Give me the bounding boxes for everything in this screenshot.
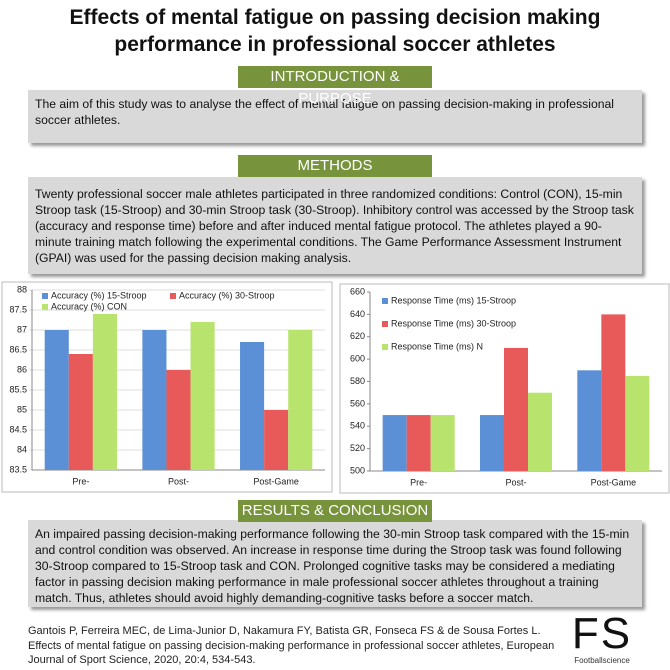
bar xyxy=(479,415,504,471)
x-tick-label: Post- xyxy=(505,477,526,487)
logo-mark: FS xyxy=(571,609,633,658)
legend-swatch xyxy=(382,321,388,327)
y-tick-label: 500 xyxy=(350,465,365,475)
bar xyxy=(240,342,265,470)
bar xyxy=(264,410,289,470)
poster-title: Effects of mental fatigue on passing dec… xyxy=(69,6,601,56)
bar xyxy=(190,322,215,470)
bar xyxy=(288,330,313,470)
legend-swatch xyxy=(382,344,388,350)
y-tick-label: 84.5 xyxy=(9,424,27,434)
legend-swatch xyxy=(170,293,176,299)
y-tick-label: 87 xyxy=(17,324,27,334)
bar xyxy=(601,314,626,471)
legend-label: Response Time (ms) 30-Stroop xyxy=(391,318,516,328)
bar xyxy=(528,392,553,471)
bar xyxy=(625,375,650,471)
logo-text: Footballscience xyxy=(574,656,630,665)
plot-frame xyxy=(339,283,670,494)
y-tick-label: 85 xyxy=(17,404,27,414)
plot-frame xyxy=(1,281,333,493)
bar xyxy=(166,370,191,470)
y-tick-label: 84 xyxy=(17,444,27,454)
bar xyxy=(68,354,93,470)
legend-label: Response Time (ms) 15-Stroop xyxy=(391,295,516,305)
y-tick-label: 660 xyxy=(350,286,365,296)
y-tick-label: 580 xyxy=(350,376,365,386)
bar xyxy=(382,415,407,471)
y-tick-label: 620 xyxy=(350,331,365,341)
x-tick-label: Post-Game xyxy=(591,477,637,487)
y-tick-label: 86 xyxy=(17,364,27,374)
section-heading: METHODS xyxy=(238,155,432,177)
legend-swatch xyxy=(382,298,388,304)
y-tick-label: 87.5 xyxy=(9,304,27,314)
x-tick-label: Pre- xyxy=(410,477,427,487)
y-tick-label: 86.5 xyxy=(9,344,27,354)
legend-label: Accuracy (%) CON xyxy=(51,301,127,311)
legend-label: Response Time (ms) N xyxy=(391,341,483,351)
bar xyxy=(430,415,455,471)
legend-label: Accuracy (%) 15-Stroop xyxy=(51,290,147,300)
bar xyxy=(406,415,431,471)
legend-swatch xyxy=(42,293,48,299)
section-heading: INTRODUCTION & PURPOSE xyxy=(238,66,432,107)
citation: Gantois P, Ferreira MEC, de Lima-Junior … xyxy=(28,625,555,666)
y-tick-label: 83.5 xyxy=(9,464,27,474)
section-body: An impaired passing decision-making perf… xyxy=(28,520,642,607)
y-tick-label: 560 xyxy=(350,398,365,408)
legend-label: Accuracy (%) 30-Stroop xyxy=(179,290,275,300)
section-heading: RESULTS & CONCLUSION xyxy=(238,500,432,522)
section-body: Twenty professional soccer male athletes… xyxy=(28,177,642,274)
y-tick-label: 600 xyxy=(350,354,365,364)
section-body: The aim of this study was to analyse the… xyxy=(28,90,642,143)
y-tick-label: 85.5 xyxy=(9,384,27,394)
y-tick-label: 540 xyxy=(350,421,365,431)
y-tick-label: 520 xyxy=(350,443,365,453)
x-tick-label: Pre- xyxy=(72,476,89,486)
bar xyxy=(142,330,167,470)
logo: FS Footballscience xyxy=(562,609,642,666)
bar xyxy=(44,330,69,470)
x-tick-label: Post- xyxy=(168,476,189,486)
bar xyxy=(577,370,602,471)
y-tick-label: 88 xyxy=(17,284,27,294)
bar xyxy=(92,314,117,470)
legend-swatch xyxy=(42,304,48,310)
x-tick-label: Post-Game xyxy=(253,476,299,486)
bar xyxy=(503,347,529,471)
y-tick-label: 640 xyxy=(350,309,365,319)
